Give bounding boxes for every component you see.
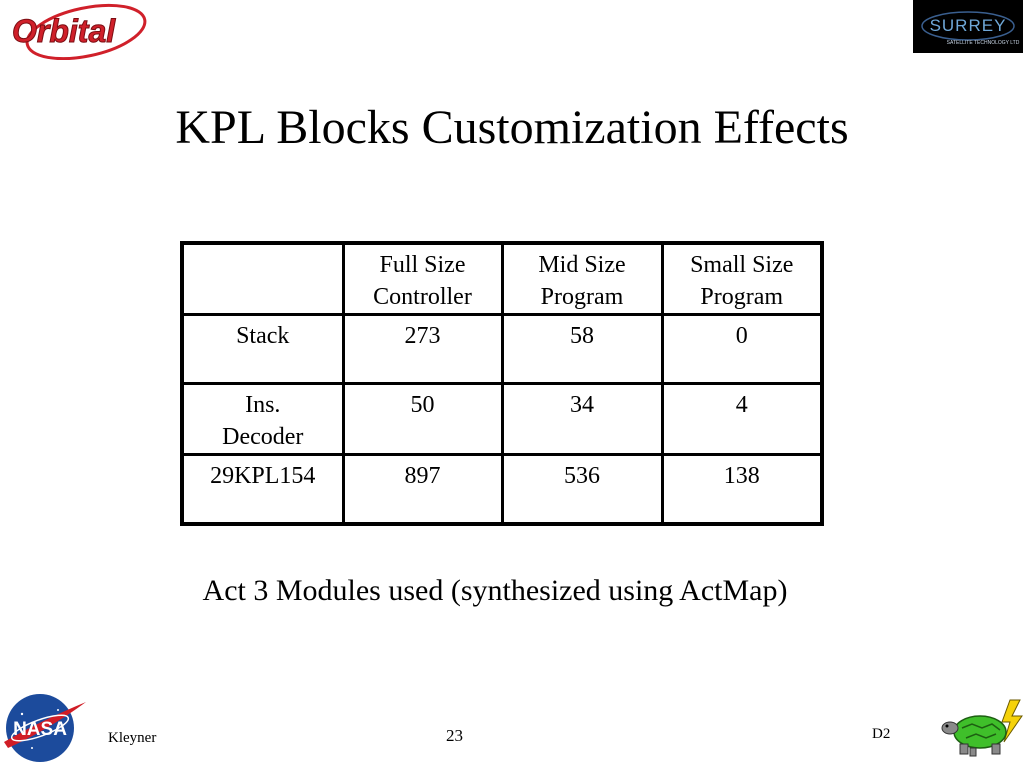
- table-header-cell: [180, 241, 345, 316]
- slide-caption: Act 3 Modules used (synthesized using Ac…: [202, 574, 788, 607]
- data-table: Full Size Controller Mid Size Program Sm…: [180, 241, 824, 526]
- footer-author: Kleyner: [108, 730, 157, 746]
- table-cell: 536: [500, 453, 664, 525]
- svg-text:Orbital: Orbital: [12, 13, 116, 49]
- table-header-cell: Mid Size Program: [500, 241, 664, 316]
- turtle-lightning-icon: [941, 699, 1023, 757]
- svg-text:SATELLITE TECHNOLOGY LTD: SATELLITE TECHNOLOGY LTD: [947, 40, 1020, 46]
- table-cell: 50: [341, 382, 504, 456]
- table-row: 29KPL154 897 536 138: [180, 453, 824, 525]
- table-row-label: 29KPL154: [180, 453, 345, 525]
- table-row: Stack 273 58 0: [180, 313, 824, 385]
- table-row: Ins. Decoder 50 34 4: [180, 382, 824, 456]
- svg-text:SURREY: SURREY: [930, 16, 1007, 35]
- table-row-label: Ins. Decoder: [180, 382, 345, 456]
- orbital-logo: Orbital: [12, 3, 147, 60]
- surrey-logo: SURREY SATELLITE TECHNOLOGY LTD: [913, 0, 1023, 53]
- nasa-logo: NASA: [4, 694, 86, 762]
- table-header-cell: Full Size Controller: [341, 241, 504, 316]
- table-cell: 0: [660, 313, 824, 385]
- table-header-row: Full Size Controller Mid Size Program Sm…: [180, 241, 824, 316]
- table-cell: 34: [500, 382, 664, 456]
- table-cell: 273: [341, 313, 504, 385]
- slide-title: KPL Blocks Customization Effects: [175, 101, 849, 154]
- svg-text:NASA: NASA: [13, 719, 67, 740]
- table-header-cell: Small Size Program: [660, 241, 824, 316]
- table-cell: 138: [660, 453, 824, 525]
- footer-session: D2: [872, 726, 891, 742]
- footer-page-number: 23: [446, 726, 463, 745]
- table-cell: 897: [341, 453, 504, 525]
- table-row-label: Stack: [180, 313, 345, 385]
- table-cell: 4: [660, 382, 824, 456]
- table-cell: 58: [500, 313, 664, 385]
